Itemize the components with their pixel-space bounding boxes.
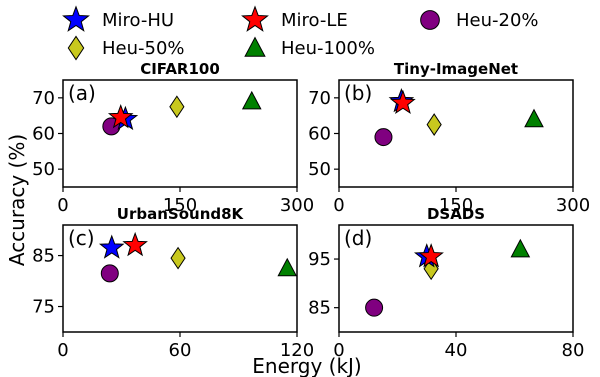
legend-label: Heu-100%	[281, 38, 375, 59]
plot-frame	[62, 79, 298, 188]
x-tick-label: 0	[333, 195, 344, 216]
point-heu-50-	[169, 95, 185, 119]
panel-label: (a)	[68, 81, 96, 105]
y-tick-label: 70	[308, 88, 331, 109]
point-miro-le	[107, 104, 134, 129]
panel-c: UrbanSound8K (c) 0 60 120 75 85	[32, 205, 314, 361]
legend-entry-miro-le: Miro-LE	[241, 5, 348, 32]
x-tick-label: 150	[439, 195, 473, 216]
y-axis-label: Accuracy (%)	[5, 134, 29, 266]
point-miro-le	[390, 89, 416, 115]
legend-marker-star	[62, 5, 90, 32]
y-tick-label: 50	[308, 159, 331, 180]
y-tick-label: 60	[308, 124, 331, 145]
panel-b: Tiny-ImageNet (b) 0 150 300 50 60 70	[308, 60, 590, 216]
point-miro-hu	[98, 234, 125, 259]
x-tick-label: 40	[445, 340, 468, 361]
y-tick-label: 60	[32, 124, 55, 145]
y-tick-label: 95	[308, 249, 331, 270]
panel-a: CIFAR100 (a) 0 150 300 50 60 70	[32, 60, 314, 216]
legend-entry-heu-20-: Heu-20%	[420, 10, 539, 31]
x-tick-label: 60	[169, 340, 192, 361]
y-tick-label: 85	[308, 298, 331, 319]
point-heu-50-	[426, 113, 442, 136]
legend-marker-diamond	[67, 35, 85, 61]
x-tick-label: 80	[562, 340, 585, 361]
point-heu-100-	[241, 90, 262, 110]
point-heu-100-	[277, 257, 298, 277]
panel-label: (d)	[344, 226, 372, 250]
panel-title: UrbanSound8K	[117, 205, 245, 223]
legend-entry-heu-50-: Heu-50%	[67, 35, 185, 61]
panel-title: Tiny-ImageNet	[394, 60, 518, 78]
legend-label: Miro-LE	[281, 10, 348, 31]
point-heu-20-	[374, 128, 393, 147]
x-tick-label: 0	[333, 340, 344, 361]
x-tick-label: 300	[556, 195, 590, 216]
x-axis-label: Energy (kJ)	[252, 354, 361, 377]
plot-frame	[338, 79, 574, 188]
point-heu-20-	[365, 298, 384, 317]
point-heu-50-	[170, 246, 186, 270]
point-heu-100-	[510, 238, 531, 258]
x-tick-label: 300	[280, 195, 314, 216]
y-tick-label: 70	[32, 88, 55, 109]
legend-label: Heu-20%	[456, 10, 539, 31]
panel-label: (c)	[68, 226, 95, 250]
panels: CIFAR100 (a) 0 150 300 50 60 70 Tiny-ImageNet (b)…	[32, 60, 590, 361]
legend-label: Miro-HU	[102, 10, 174, 31]
point-miro-le	[418, 243, 444, 268]
legend-entry-miro-hu: Miro-HU	[62, 5, 174, 32]
y-tick-label: 50	[32, 159, 55, 180]
legend-label: Heu-50%	[102, 38, 185, 59]
x-tick-label: 0	[57, 340, 68, 361]
point-miro-le	[122, 231, 148, 257]
panel-label: (b)	[344, 81, 372, 105]
legend: Miro-HU Miro-LE Heu-20% Heu-50% Heu-100%	[62, 5, 539, 61]
panel-d: DSADS (d) 0 40 80 85 95	[308, 205, 584, 361]
panel-title: DSADS	[427, 205, 485, 223]
legend-marker-star	[241, 5, 269, 32]
point-heu-100-	[524, 108, 544, 128]
panel-title: CIFAR100	[140, 60, 220, 78]
x-tick-label: 0	[57, 195, 68, 216]
x-tick-label: 120	[280, 340, 314, 361]
y-tick-label: 85	[32, 246, 55, 267]
y-tick-label: 75	[32, 297, 55, 318]
legend-entry-heu-100-: Heu-100%	[244, 36, 375, 59]
legend-marker-circle	[420, 10, 440, 30]
plot-frame	[62, 224, 298, 333]
legend-marker-triangle	[244, 36, 266, 57]
x-tick-label: 150	[163, 195, 197, 216]
point-heu-20-	[100, 264, 119, 283]
